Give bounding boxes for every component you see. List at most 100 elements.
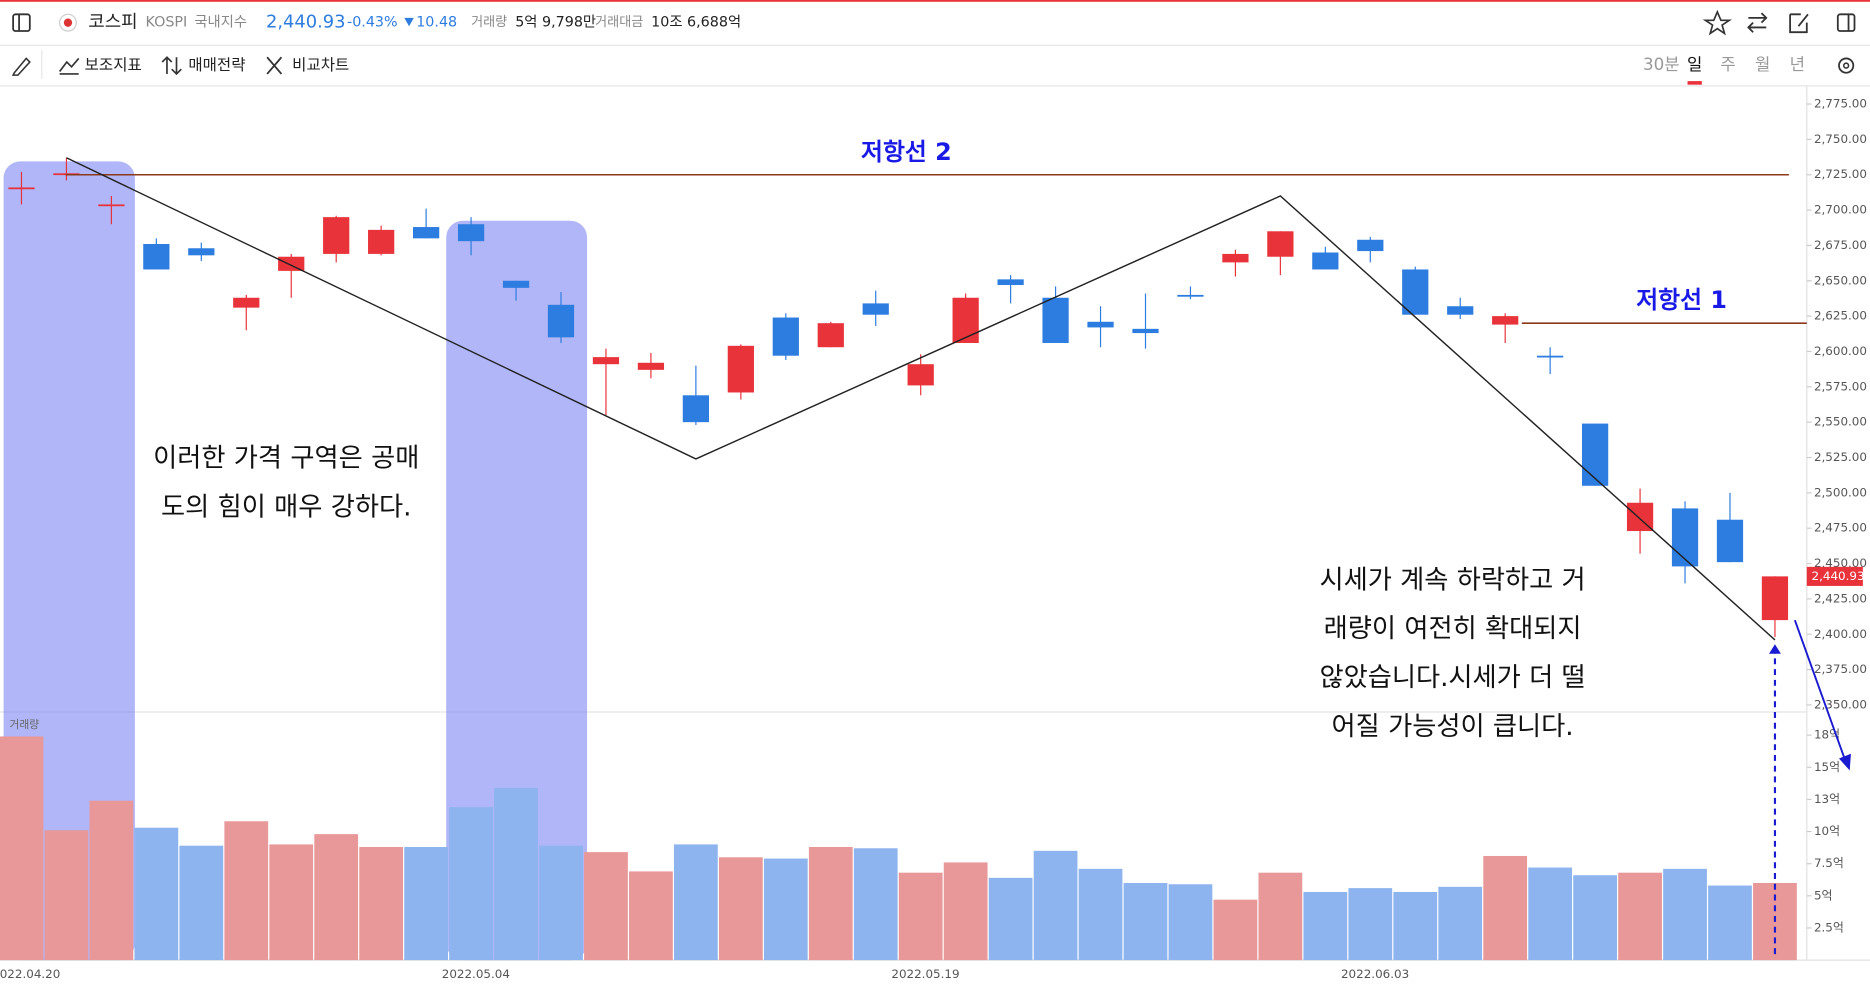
draw-tool[interactable] — [11, 57, 31, 76]
annotation: 시세가 계속 하락하고 거 — [1319, 565, 1585, 595]
candle-body — [278, 256, 305, 271]
volume-bar — [1303, 891, 1348, 961]
x-tick-label: 2022.05.04 — [442, 967, 510, 981]
candle-body — [1087, 321, 1114, 328]
candle-body — [1267, 231, 1294, 257]
volume-bar — [404, 846, 449, 961]
candle-body — [1716, 519, 1744, 563]
candle-body — [907, 364, 934, 386]
volume-bar — [1033, 850, 1078, 961]
volume-bar — [134, 827, 179, 961]
volume-bar — [943, 862, 988, 961]
swap[interactable] — [1747, 12, 1768, 33]
volume-bar — [1213, 899, 1258, 961]
resistance-label: 저항선 1 — [1636, 286, 1727, 314]
volume-tick-label: 5억 — [1814, 888, 1833, 902]
x-tick-label: 2022.06.03 — [1341, 967, 1409, 981]
candle-body — [727, 345, 754, 393]
annotation: 않았습니다.시세가 더 떨 — [1319, 663, 1585, 693]
candle-body — [1042, 297, 1069, 343]
highlight-zone — [446, 220, 588, 961]
volume-bar — [0, 736, 44, 961]
candle-body — [8, 187, 35, 190]
toolbar-item[interactable]: 비교차트 — [292, 56, 349, 74]
y-tick-label: 2,750.00 — [1814, 132, 1867, 146]
y-tick-label: 2,525.00 — [1814, 450, 1867, 464]
volume-bar — [1573, 875, 1617, 961]
volume-bar — [1438, 886, 1483, 961]
x-tick-label: 2022.04.20 — [0, 967, 60, 981]
x-tick-label: 2022.05.19 — [891, 967, 959, 981]
y-tick-label: 2,700.00 — [1814, 203, 1867, 217]
candle-body — [412, 227, 440, 239]
volume-bar — [539, 845, 583, 961]
candle-body — [1581, 423, 1609, 486]
y-tick-label: 2,350.00 — [1814, 697, 1867, 711]
volume-bar — [629, 871, 673, 961]
volume-bar — [1393, 891, 1438, 961]
candle-body — [1357, 239, 1384, 252]
volume-bar — [808, 846, 853, 961]
volume-bar — [89, 800, 134, 961]
toolbar-item[interactable]: 매매전략 — [188, 56, 245, 74]
candle-body — [1761, 576, 1789, 621]
volume-bar — [853, 848, 898, 961]
period[interactable]: 30분 — [1643, 55, 1680, 74]
period[interactable]: 월 — [1755, 55, 1770, 74]
toolbar: 보조지표 매매전략 비교차트 30분 일 주 월 년 — [85, 55, 1805, 85]
candle-body — [1537, 355, 1564, 358]
volume-tick-label: 10억 — [1814, 824, 1840, 838]
down-arrow — [404, 17, 414, 27]
volume-bar — [1078, 868, 1123, 961]
settings[interactable] — [1838, 57, 1855, 74]
resistance-label: 저항선 2 — [861, 138, 952, 166]
compare-icon — [266, 56, 283, 75]
toolbar-item[interactable]: 보조지표 — [85, 56, 142, 74]
amount: 10조 6,688억 — [651, 14, 741, 31]
sidebar-toggle[interactable] — [12, 13, 31, 32]
edit[interactable] — [1789, 13, 1809, 34]
y-tick-label: 2,725.00 — [1814, 167, 1867, 181]
volume-bar — [359, 846, 404, 961]
candle-body — [502, 280, 530, 288]
volume-bar — [673, 844, 718, 961]
change: 10.48 — [416, 15, 457, 31]
volume-bar — [988, 877, 1033, 961]
favorite[interactable] — [1702, 9, 1733, 36]
period[interactable]: 년 — [1790, 55, 1805, 74]
change-pct: -0.43% — [347, 15, 398, 31]
candle-body — [862, 303, 889, 315]
y-tick-label: 2,475.00 — [1814, 521, 1867, 535]
period[interactable]: 일 — [1687, 55, 1702, 74]
arrow-head — [1768, 644, 1781, 654]
strategy-icon — [161, 56, 182, 76]
period[interactable]: 주 — [1720, 55, 1735, 74]
index-code: KOSPI — [145, 15, 187, 31]
volume-axis-label: 거래량 — [10, 718, 40, 731]
trendline — [66, 157, 1776, 641]
candle-body — [1132, 328, 1159, 334]
y-tick-label: 2,625.00 — [1814, 309, 1867, 323]
volume-bar — [584, 852, 628, 961]
candle-body — [1222, 253, 1249, 263]
index-name: 코스피 — [88, 12, 137, 33]
volume-bar — [269, 844, 314, 961]
y-tick-label: 2,400.00 — [1814, 627, 1867, 641]
last-price-tag — [1806, 566, 1863, 586]
volume-tick-label: 2.5억 — [1814, 920, 1844, 934]
panel-toggle[interactable] — [1836, 13, 1856, 32]
y-tick-label: 2,500.00 — [1814, 485, 1867, 499]
settings-center — [1842, 62, 1850, 69]
trend-arrow — [1793, 619, 1846, 761]
y-tick-label: 2,375.00 — [1814, 662, 1867, 676]
volume-tick-label: 18억 — [1814, 728, 1840, 742]
y-tick-label: 2,650.00 — [1814, 273, 1867, 287]
candle-body — [323, 217, 350, 254]
annotation: 어질 가능성이 큽니다. — [1332, 712, 1574, 742]
volume-bar — [1348, 888, 1393, 961]
candle-body — [997, 279, 1024, 286]
flag-center — [63, 18, 73, 27]
y-tick-label: 2,575.00 — [1814, 379, 1867, 393]
y-tick-label: 2,550.00 — [1814, 415, 1867, 429]
